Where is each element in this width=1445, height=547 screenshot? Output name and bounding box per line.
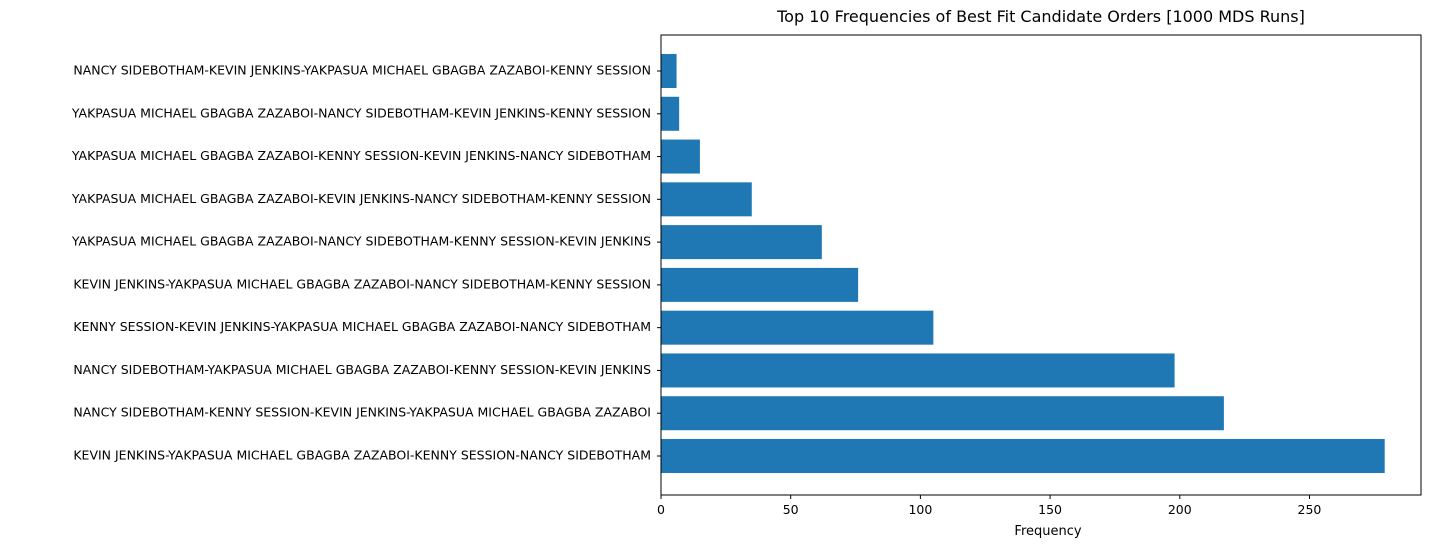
bar bbox=[661, 310, 934, 345]
x-tick-label: 150 bbox=[1038, 502, 1062, 517]
chart-title: Top 10 Frequencies of Best Fit Candidate… bbox=[776, 7, 1305, 26]
x-tick-label: 100 bbox=[908, 502, 932, 517]
y-axis-ticks: KEVIN JENKINS-YAKPASUA MICHAEL GBAGBA ZA… bbox=[71, 63, 661, 463]
bar bbox=[661, 439, 1385, 473]
x-axis-label: Frequency bbox=[1014, 524, 1081, 539]
x-tick-label: 50 bbox=[783, 502, 799, 517]
x-tick-label: 200 bbox=[1168, 502, 1192, 517]
y-tick-label: YAKPASUA MICHAEL GBAGBA ZAZABOI-KEVIN JE… bbox=[71, 191, 651, 206]
x-tick-label: 0 bbox=[657, 502, 665, 517]
bar bbox=[661, 54, 677, 88]
bar bbox=[661, 396, 1224, 431]
y-tick-label: NANCY SIDEBOTHAM-KENNY SESSION-KEVIN JEN… bbox=[73, 405, 651, 420]
y-tick-label: NANCY SIDEBOTHAM-KEVIN JENKINS-YAKPASUA … bbox=[73, 63, 651, 78]
bar bbox=[661, 353, 1175, 388]
y-tick-label: YAKPASUA MICHAEL GBAGBA ZAZABOI-NANCY SI… bbox=[71, 234, 651, 249]
bar bbox=[661, 182, 752, 217]
y-tick-label: KEVIN JENKINS-YAKPASUA MICHAEL GBAGBA ZA… bbox=[73, 448, 651, 463]
y-tick-label: NANCY SIDEBOTHAM-YAKPASUA MICHAEL GBAGBA… bbox=[73, 362, 651, 377]
bar bbox=[661, 96, 680, 131]
x-tick-label: 250 bbox=[1298, 502, 1322, 517]
plot-area-frame bbox=[660, 34, 1422, 496]
x-axis-ticks: 0 50 100 150 200 250 bbox=[657, 495, 1321, 517]
bar bbox=[661, 139, 700, 174]
bar bbox=[661, 225, 822, 260]
y-tick-label: KENNY SESSION-KEVIN JENKINS-YAKPASUA MIC… bbox=[73, 319, 651, 334]
y-tick-label: YAKPASUA MICHAEL GBAGBA ZAZABOI-NANCY SI… bbox=[71, 105, 651, 120]
y-tick-label: YAKPASUA MICHAEL GBAGBA ZAZABOI-KENNY SE… bbox=[71, 148, 651, 163]
bar bbox=[661, 267, 859, 302]
bars-layer bbox=[661, 54, 1385, 473]
y-tick-label: KEVIN JENKINS-YAKPASUA MICHAEL GBAGBA ZA… bbox=[73, 276, 651, 291]
